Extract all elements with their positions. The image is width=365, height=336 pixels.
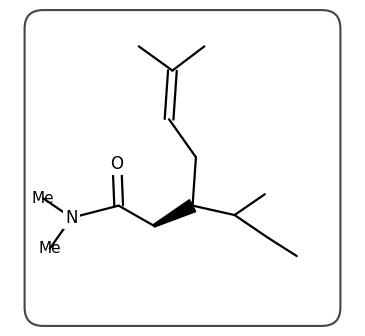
Text: Me: Me <box>38 241 61 256</box>
FancyBboxPatch shape <box>24 10 341 326</box>
Text: O: O <box>111 155 123 173</box>
Polygon shape <box>153 200 196 227</box>
Text: N: N <box>65 209 78 227</box>
Text: Me: Me <box>32 191 54 206</box>
